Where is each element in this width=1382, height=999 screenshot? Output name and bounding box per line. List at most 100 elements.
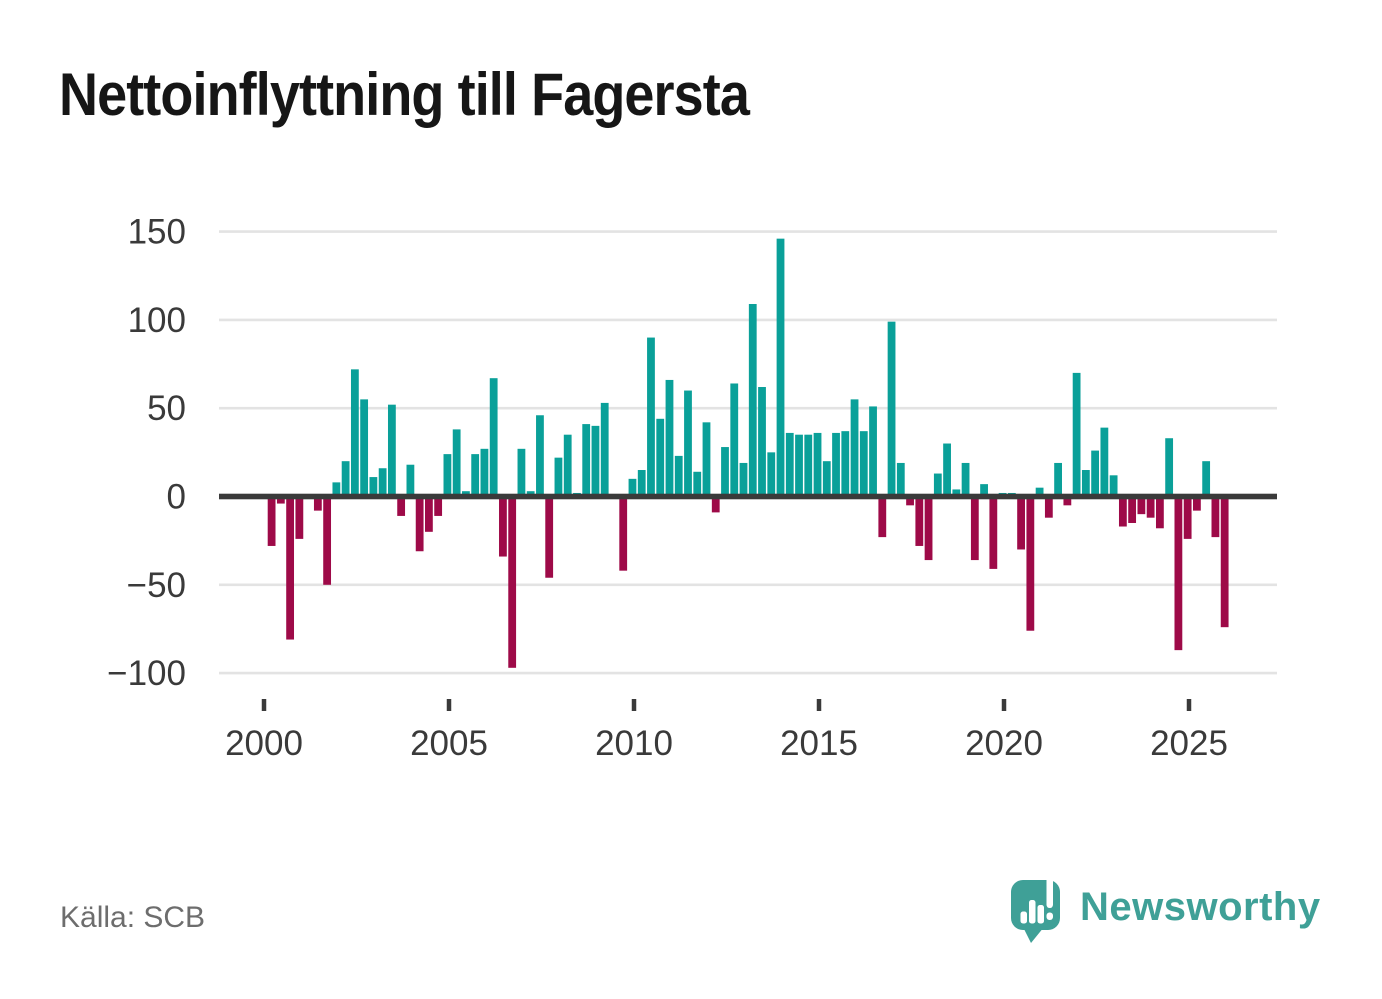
source-label: Källa: SCB — [60, 901, 206, 934]
bar — [813, 432, 822, 497]
bar — [1128, 496, 1137, 523]
bar — [776, 238, 785, 497]
bar — [387, 404, 396, 497]
bar — [887, 321, 896, 497]
bar — [739, 462, 748, 497]
bar — [563, 434, 572, 497]
bar — [1035, 487, 1044, 497]
bar — [989, 496, 998, 569]
bar — [313, 496, 322, 511]
bar — [674, 455, 683, 497]
bar — [702, 422, 711, 497]
bar — [859, 431, 868, 497]
bar — [980, 484, 988, 497]
bar — [341, 461, 350, 497]
bar — [397, 496, 406, 516]
logo-bubble-tail — [1023, 927, 1044, 943]
bar — [730, 383, 739, 497]
y-axis-tick-label: −50 — [127, 566, 186, 605]
logo-exclamation-stem — [1046, 876, 1053, 908]
bar — [286, 496, 295, 640]
bar — [350, 369, 359, 497]
bar — [943, 443, 951, 497]
bar — [767, 452, 776, 497]
bar — [499, 496, 507, 557]
bar — [369, 477, 378, 497]
bar — [378, 468, 387, 497]
bar — [267, 496, 276, 546]
bar — [1109, 475, 1118, 497]
bar — [554, 457, 563, 497]
bar — [878, 496, 887, 538]
bar — [332, 482, 341, 497]
bar — [517, 448, 526, 497]
bar — [619, 496, 628, 571]
bar — [600, 402, 609, 497]
bar — [961, 462, 970, 497]
bar — [582, 424, 591, 497]
x-axis-tick-label: 2020 — [965, 724, 1043, 763]
bar — [656, 418, 665, 497]
bar — [1146, 496, 1155, 518]
logo-bar-medium — [1037, 905, 1044, 924]
bar — [628, 478, 637, 497]
bar — [360, 399, 369, 497]
newsworthy-logo-icon — [1011, 876, 1060, 943]
x-axis-tick-label: 2005 — [410, 724, 488, 763]
x-axis-tick-label: 2000 — [225, 724, 303, 763]
bar — [906, 496, 914, 506]
bar — [1026, 496, 1035, 631]
bar — [276, 496, 285, 504]
bar — [406, 464, 415, 497]
bar — [545, 496, 554, 578]
bar — [1211, 496, 1220, 538]
bar — [822, 461, 831, 497]
bar — [323, 496, 332, 585]
bar — [1017, 496, 1025, 550]
bar — [452, 429, 461, 497]
x-axis-tick-label: 2015 — [780, 724, 858, 763]
y-axis-tick-label: 150 — [128, 213, 186, 252]
bar — [1044, 496, 1053, 518]
bar — [915, 496, 924, 546]
bar — [591, 425, 600, 497]
y-axis-tick-label: 100 — [128, 301, 186, 340]
newsworthy-logo: Newsworthy — [1011, 874, 1331, 954]
bar — [443, 454, 452, 497]
logo-exclamation-dot — [1046, 912, 1053, 920]
bar — [434, 496, 443, 516]
bar — [693, 471, 702, 497]
bar — [1072, 372, 1081, 497]
bar — [850, 399, 859, 497]
bar — [1183, 496, 1192, 539]
bar — [1091, 450, 1100, 497]
newsworthy-logo-text: Newsworthy — [1080, 885, 1321, 929]
bar — [748, 304, 757, 497]
bar — [480, 448, 489, 497]
bar — [795, 434, 803, 497]
zero-line — [219, 493, 1277, 500]
bar — [711, 496, 720, 513]
bar — [804, 434, 813, 497]
bar — [1202, 461, 1211, 497]
bar — [952, 489, 961, 497]
bar — [508, 496, 517, 668]
bar — [647, 337, 655, 497]
bar — [841, 431, 850, 497]
bar — [933, 473, 942, 497]
y-axis-tick-label: −100 — [107, 654, 186, 693]
chart-title: Nettoinflyttning till Fagersta — [59, 61, 750, 128]
bar — [970, 496, 979, 561]
bar — [1063, 496, 1072, 506]
y-axis-tick-label: 0 — [167, 478, 186, 517]
bar — [665, 379, 674, 497]
bar — [1155, 496, 1164, 529]
bar — [637, 470, 646, 497]
bar — [1220, 496, 1229, 628]
bar — [1193, 496, 1201, 511]
bar — [415, 496, 424, 552]
bar — [1137, 496, 1146, 515]
x-axis-tick-label: 2010 — [595, 724, 673, 763]
